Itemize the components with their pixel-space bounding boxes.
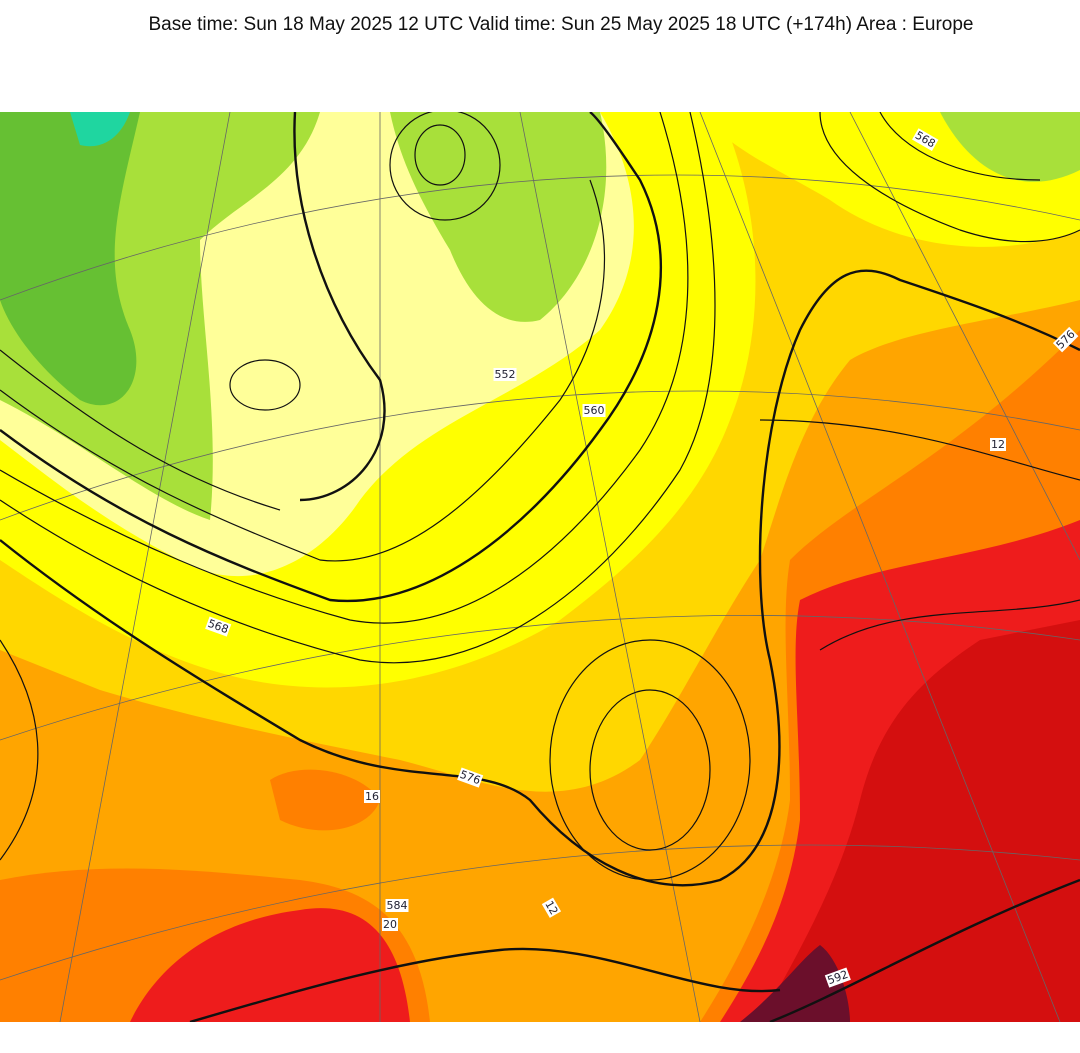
label-box [457,767,484,788]
field [0,112,1080,1022]
label-box [493,368,517,381]
contours [0,112,1080,1022]
label-box [205,616,232,637]
contour-label: 16 [365,790,379,803]
contour-label: 552 [495,368,516,381]
contour-label: 20 [383,918,397,931]
label-box [541,897,562,918]
contour-label: 584 [387,899,408,912]
label-box [385,899,409,912]
contour-label: 12 [542,898,560,917]
contour-label: 560 [584,404,605,417]
label-box [912,128,939,151]
label-box [1052,326,1079,353]
label-box [582,404,606,417]
graticule [0,112,1080,1022]
label-box [824,967,851,988]
contour-label: 12 [991,438,1005,451]
label-box [364,790,380,803]
label-box [990,438,1006,451]
map-title: Base time: Sun 18 May 2025 12 UTC Valid … [148,14,974,35]
label-box [382,918,398,931]
